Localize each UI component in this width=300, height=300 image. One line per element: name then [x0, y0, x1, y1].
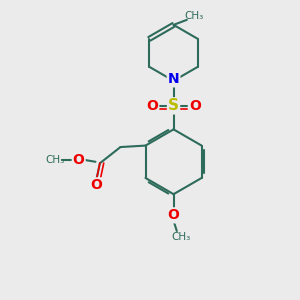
Text: O: O	[73, 153, 85, 167]
Text: O: O	[189, 99, 201, 113]
Text: O: O	[90, 178, 102, 192]
Text: CH₃: CH₃	[184, 11, 204, 21]
Text: N: N	[168, 72, 179, 86]
Text: CH₃: CH₃	[171, 232, 190, 242]
Text: CH₃: CH₃	[46, 155, 65, 165]
Text: O: O	[146, 99, 158, 113]
Text: O: O	[168, 208, 179, 222]
Text: S: S	[168, 98, 179, 113]
